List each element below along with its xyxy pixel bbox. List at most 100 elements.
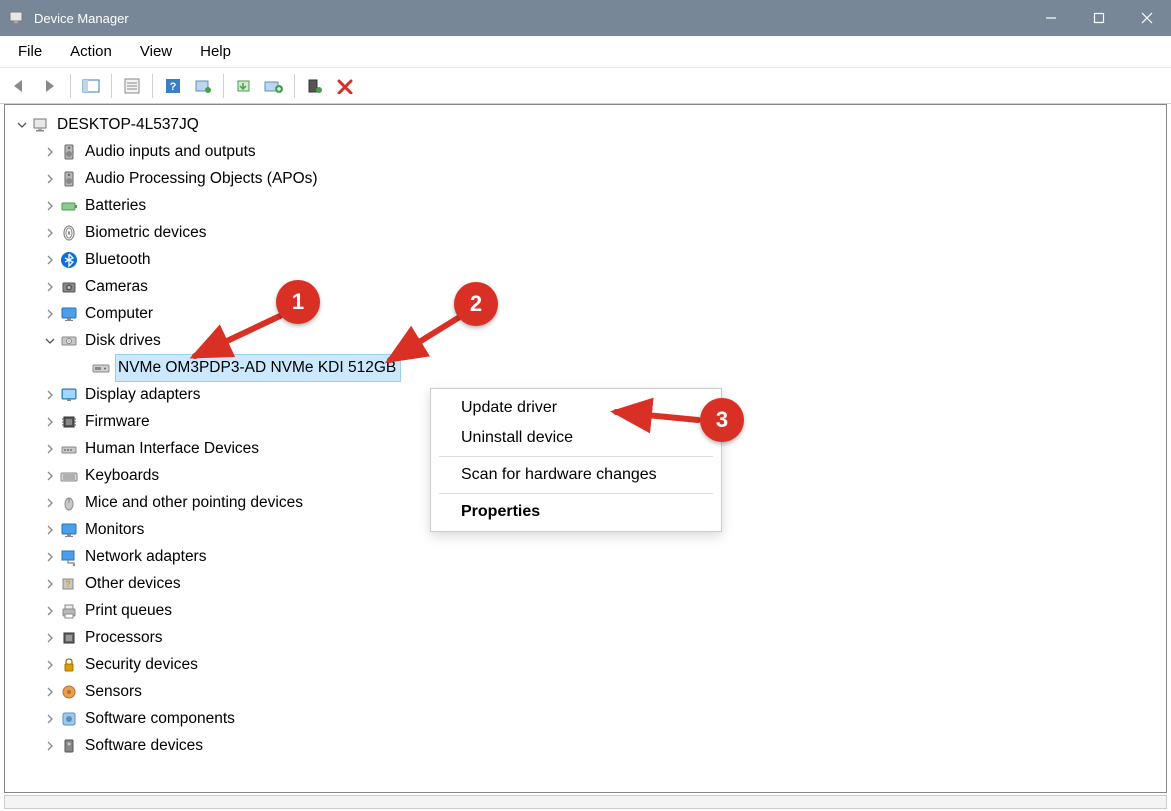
- menu-view[interactable]: View: [126, 39, 186, 64]
- category-label: Human Interface Devices: [83, 436, 261, 462]
- category-security[interactable]: Security devices: [5, 651, 1166, 678]
- context-menu-item[interactable]: Scan for hardware changes: [431, 460, 721, 490]
- speaker-icon: [59, 142, 79, 162]
- chevron-right-icon[interactable]: [43, 604, 57, 618]
- category-disk[interactable]: Disk drives: [5, 327, 1166, 354]
- monitor-icon: [59, 520, 79, 540]
- chevron-right-icon[interactable]: [43, 685, 57, 699]
- chevron-right-icon[interactable]: [43, 469, 57, 483]
- chevron-right-icon[interactable]: [43, 658, 57, 672]
- category-other[interactable]: ? Other devices: [5, 570, 1166, 597]
- category-sensors[interactable]: Sensors: [5, 678, 1166, 705]
- toolbar-separator: [294, 74, 295, 98]
- chevron-right-icon[interactable]: [43, 577, 57, 591]
- chevron-down-icon[interactable]: [43, 334, 57, 348]
- menubar: File Action View Help: [0, 36, 1171, 68]
- chevron-right-icon[interactable]: [43, 226, 57, 240]
- context-menu: Update driverUninstall device Scan for ha…: [430, 388, 722, 532]
- chevron-right-icon[interactable]: [43, 415, 57, 429]
- chevron-right-icon[interactable]: [43, 253, 57, 267]
- computer-icon: [31, 115, 51, 135]
- category-label: Processors: [83, 625, 165, 651]
- chevron-right-icon[interactable]: [43, 631, 57, 645]
- toolbar: ?: [0, 68, 1171, 104]
- chevron-right-icon[interactable]: [43, 388, 57, 402]
- chip-icon: [59, 412, 79, 432]
- minimize-button[interactable]: [1027, 0, 1075, 36]
- sw2-icon: [59, 736, 79, 756]
- chevron-right-icon[interactable]: [43, 307, 57, 321]
- back-button[interactable]: [6, 72, 34, 100]
- annotation-badge-1: 1: [276, 280, 320, 324]
- uninstall-device-button[interactable]: [260, 72, 288, 100]
- chevron-right-icon[interactable]: [43, 172, 57, 186]
- category-network[interactable]: Network adapters: [5, 543, 1166, 570]
- category-label: Network adapters: [83, 544, 208, 570]
- category-label: Audio inputs and outputs: [83, 139, 258, 165]
- context-menu-item[interactable]: Uninstall device: [431, 423, 721, 453]
- update-driver-button[interactable]: [230, 72, 258, 100]
- chevron-right-icon[interactable]: [43, 523, 57, 537]
- printer-icon: [59, 601, 79, 621]
- close-button[interactable]: [1123, 0, 1171, 36]
- forward-button[interactable]: [36, 72, 64, 100]
- other-icon: ?: [59, 574, 79, 594]
- toolbar-separator: [70, 74, 71, 98]
- category-batteries[interactable]: Batteries: [5, 192, 1166, 219]
- chevron-right-icon[interactable]: [43, 712, 57, 726]
- category-apo[interactable]: Audio Processing Objects (APOs): [5, 165, 1166, 192]
- context-menu-item[interactable]: Update driver: [431, 393, 721, 423]
- chevron-right-icon[interactable]: [43, 442, 57, 456]
- toolbar-separator: [223, 74, 224, 98]
- chevron-right-icon[interactable]: [43, 496, 57, 510]
- disable-device-button[interactable]: [331, 72, 359, 100]
- app-icon: [0, 0, 32, 36]
- menu-file[interactable]: File: [4, 39, 56, 64]
- enable-device-button[interactable]: [301, 72, 329, 100]
- chevron-right-icon[interactable]: [43, 145, 57, 159]
- category-bluetooth[interactable]: Bluetooth: [5, 246, 1166, 273]
- chevron-right-icon[interactable]: [43, 280, 57, 294]
- category-cameras[interactable]: Cameras: [5, 273, 1166, 300]
- show-hide-tree-button[interactable]: [77, 72, 105, 100]
- speaker-icon: [59, 169, 79, 189]
- help-button[interactable]: ?: [159, 72, 187, 100]
- category-label: Keyboards: [83, 463, 161, 489]
- category-computer[interactable]: Computer: [5, 300, 1166, 327]
- category-swdev[interactable]: Software devices: [5, 732, 1166, 759]
- svg-text:?: ?: [65, 579, 71, 589]
- category-label: Batteries: [83, 193, 148, 219]
- category-processors[interactable]: Processors: [5, 624, 1166, 651]
- disk-icon: [59, 331, 79, 351]
- category-print[interactable]: Print queues: [5, 597, 1166, 624]
- category-label: Computer: [83, 301, 155, 327]
- scan-hardware-button[interactable]: [189, 72, 217, 100]
- menu-help[interactable]: Help: [186, 39, 245, 64]
- category-label: Other devices: [83, 571, 183, 597]
- category-biometric[interactable]: Biometric devices: [5, 219, 1166, 246]
- camera-icon: [59, 277, 79, 297]
- device-label: NVMe OM3PDP3-AD NVMe KDI 512GB: [115, 354, 401, 382]
- chevron-right-icon[interactable]: [43, 739, 57, 753]
- menu-action[interactable]: Action: [56, 39, 126, 64]
- statusbar: [4, 795, 1167, 809]
- root-label: DESKTOP-4L537JQ: [55, 112, 201, 138]
- chevron-right-icon[interactable]: [43, 550, 57, 564]
- category-label: Security devices: [83, 652, 200, 678]
- context-menu-item[interactable]: Properties: [431, 497, 721, 527]
- category-swcomp[interactable]: Software components: [5, 705, 1166, 732]
- category-label: Cameras: [83, 274, 150, 300]
- chevron-right-icon[interactable]: [43, 199, 57, 213]
- finger-icon: [59, 223, 79, 243]
- annotation-badge-2: 2: [454, 282, 498, 326]
- category-label: Monitors: [83, 517, 146, 543]
- hid-icon: [59, 439, 79, 459]
- bt-icon: [59, 250, 79, 270]
- maximize-button[interactable]: [1075, 0, 1123, 36]
- device-nvme0[interactable]: NVMe OM3PDP3-AD NVMe KDI 512GB: [5, 354, 1166, 381]
- category-audio-io[interactable]: Audio inputs and outputs: [5, 138, 1166, 165]
- chevron-down-icon[interactable]: [15, 118, 29, 132]
- keyboard-icon: [59, 466, 79, 486]
- properties-button[interactable]: [118, 72, 146, 100]
- tree-root[interactable]: DESKTOP-4L537JQ: [5, 111, 1166, 138]
